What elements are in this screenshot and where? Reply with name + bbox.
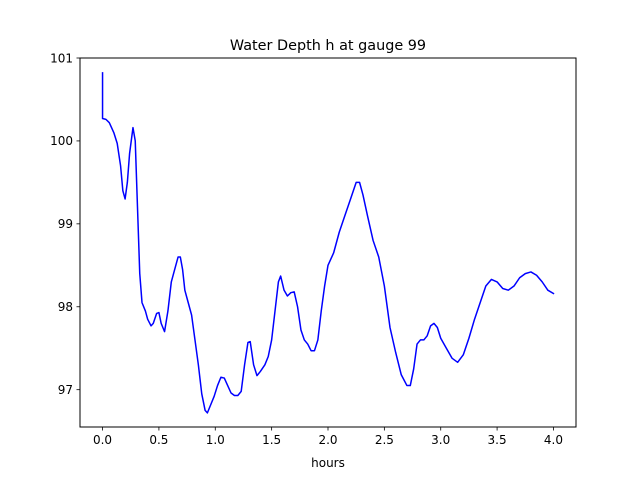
chart-title: Water Depth h at gauge 99 [230, 38, 426, 54]
x-tick-label: 0.0 [93, 433, 112, 447]
y-tick-label: 97 [58, 383, 73, 397]
x-tick-label: 3.5 [488, 433, 507, 447]
y-tick-label: 101 [50, 51, 73, 65]
y-axis-ticks: 97 98 99 100 101 [50, 51, 80, 397]
series-line-0 [101, 72, 555, 414]
x-tick-label: 0.5 [149, 433, 168, 447]
series-layer [101, 72, 555, 414]
x-tick-label: 4.0 [544, 433, 563, 447]
x-tick-label: 1.0 [206, 433, 225, 447]
x-tick-label: 3.0 [431, 433, 450, 447]
x-tick-label: 1.5 [262, 433, 281, 447]
x-axis-label: hours [311, 456, 345, 470]
x-tick-label: 2.0 [318, 433, 337, 447]
y-tick-label: 99 [58, 217, 73, 231]
plot-area [80, 58, 576, 427]
plot-frame [79, 57, 577, 428]
y-tick-label: 98 [58, 300, 73, 314]
x-axis-ticks: 0.0 0.5 1.0 1.5 2.0 2.5 3.0 3.5 4.0 [93, 427, 563, 447]
y-tick-label: 100 [50, 134, 73, 148]
x-tick-label: 2.5 [375, 433, 394, 447]
